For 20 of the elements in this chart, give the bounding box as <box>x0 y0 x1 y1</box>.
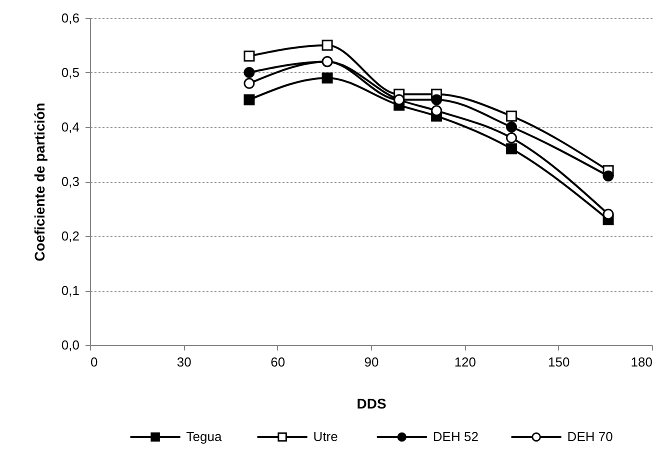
x-tick-label: 150 <box>548 354 570 370</box>
y-tick-label: 0,4 <box>61 120 80 134</box>
y-tick-label: 0,0 <box>61 338 80 352</box>
legend-label: Tegua <box>186 429 222 444</box>
y-tick-label: 0,1 <box>61 283 80 298</box>
x-tick-label: 120 <box>454 354 476 370</box>
y-axis-title: Coeficiente de partición <box>31 102 48 262</box>
x-tick-label: 30 <box>176 354 192 370</box>
legend-label: DEH 70 <box>567 429 613 444</box>
x-tick-label: 60 <box>270 354 286 370</box>
y-tick-label: 0,5 <box>61 65 80 80</box>
y-tick-label: 0,3 <box>61 174 80 189</box>
legend-label: DEH 52 <box>432 429 478 444</box>
x-tick-label: 90 <box>364 354 379 370</box>
x-tick-label: 0 <box>90 354 98 370</box>
y-tick-label: 0,2 <box>61 228 80 244</box>
x-axis-title: DDS <box>356 396 386 412</box>
legend-label: Utre <box>313 429 338 444</box>
x-tick-label: 180 <box>630 354 652 370</box>
y-tick-label: 0,6 <box>61 10 80 26</box>
